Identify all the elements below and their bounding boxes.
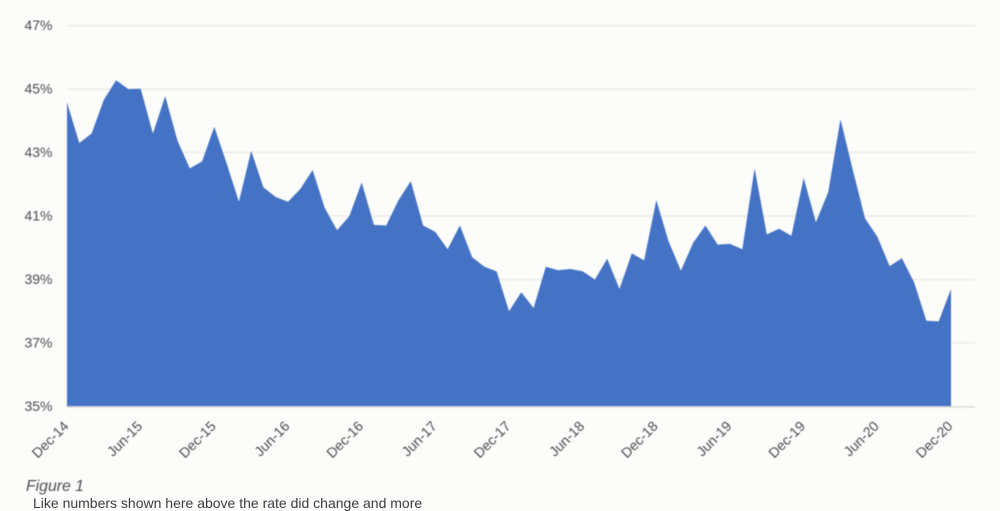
svg-text:47%: 47%	[24, 17, 52, 33]
svg-text:Dec-19: Dec-19	[765, 418, 808, 461]
svg-text:43%: 43%	[24, 144, 52, 160]
svg-text:Dec-20: Dec-20	[912, 418, 955, 461]
svg-text:Jun-16: Jun-16	[251, 418, 293, 460]
svg-text:35%: 35%	[24, 398, 52, 414]
svg-text:39%: 39%	[24, 271, 52, 287]
svg-text:Dec-16: Dec-16	[323, 418, 366, 461]
svg-text:Dec-14: Dec-14	[28, 418, 71, 461]
svg-text:Jun-18: Jun-18	[546, 418, 588, 460]
svg-text:41%: 41%	[24, 208, 52, 224]
svg-text:Jun-19: Jun-19	[693, 418, 735, 460]
svg-text:37%: 37%	[24, 334, 52, 350]
svg-text:Dec-17: Dec-17	[470, 418, 513, 461]
svg-text:Jun-15: Jun-15	[104, 418, 146, 460]
svg-text:45%: 45%	[24, 81, 52, 97]
svg-text:Dec-18: Dec-18	[618, 418, 661, 461]
svg-text:Dec-15: Dec-15	[176, 418, 219, 461]
svg-text:Jun-20: Jun-20	[840, 418, 882, 460]
svg-text:Jun-17: Jun-17	[398, 418, 440, 460]
svg-text:Figure 1: Figure 1	[26, 478, 84, 495]
